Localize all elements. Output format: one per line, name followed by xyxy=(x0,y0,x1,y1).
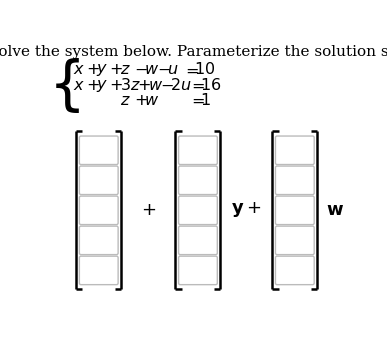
FancyBboxPatch shape xyxy=(276,256,314,285)
Text: $=$: $=$ xyxy=(188,77,205,94)
Text: $3z$: $3z$ xyxy=(120,77,140,94)
Text: $\mathbf{y}+$: $\mathbf{y}+$ xyxy=(231,200,261,219)
Text: $\{$: $\{$ xyxy=(48,56,80,115)
Text: $+$: $+$ xyxy=(109,77,123,94)
Text: Solve the system below. Parameterize the solution set.: Solve the system below. Parameterize the… xyxy=(0,45,387,59)
Text: $y$: $y$ xyxy=(96,77,108,94)
Text: $1$: $1$ xyxy=(200,92,210,109)
Text: $+$: $+$ xyxy=(86,77,99,94)
Text: $+$: $+$ xyxy=(141,201,156,219)
Text: $x$: $x$ xyxy=(73,61,85,78)
Text: $+$: $+$ xyxy=(109,61,123,78)
Text: $2u$: $2u$ xyxy=(170,77,192,94)
Text: $w$: $w$ xyxy=(144,92,159,109)
FancyBboxPatch shape xyxy=(79,196,118,224)
FancyBboxPatch shape xyxy=(178,136,217,165)
Text: $+$: $+$ xyxy=(86,61,99,78)
FancyBboxPatch shape xyxy=(79,136,118,165)
FancyBboxPatch shape xyxy=(178,256,217,285)
FancyBboxPatch shape xyxy=(178,196,217,224)
Text: $\mathbf{w}$: $\mathbf{w}$ xyxy=(326,201,344,219)
Text: $-$: $-$ xyxy=(160,77,174,94)
FancyBboxPatch shape xyxy=(178,226,217,255)
Text: $z$: $z$ xyxy=(120,61,130,78)
Text: $+$: $+$ xyxy=(134,92,147,109)
Text: $16$: $16$ xyxy=(200,77,221,94)
Text: $=$: $=$ xyxy=(182,61,199,78)
FancyBboxPatch shape xyxy=(79,256,118,285)
FancyBboxPatch shape xyxy=(178,166,217,195)
FancyBboxPatch shape xyxy=(276,166,314,195)
Text: $w$: $w$ xyxy=(147,77,163,94)
FancyBboxPatch shape xyxy=(79,226,118,255)
FancyBboxPatch shape xyxy=(276,226,314,255)
Text: $=$: $=$ xyxy=(188,92,205,109)
Text: $w$: $w$ xyxy=(144,61,159,78)
FancyBboxPatch shape xyxy=(276,136,314,165)
Text: $+$: $+$ xyxy=(137,77,151,94)
FancyBboxPatch shape xyxy=(276,196,314,224)
Text: $-$: $-$ xyxy=(157,61,171,78)
Text: $u$: $u$ xyxy=(167,61,178,78)
Text: $y$: $y$ xyxy=(96,61,108,78)
FancyBboxPatch shape xyxy=(79,166,118,195)
Text: $10$: $10$ xyxy=(194,61,215,78)
Text: $-$: $-$ xyxy=(134,61,147,78)
Text: $z$: $z$ xyxy=(120,92,130,109)
Text: $x$: $x$ xyxy=(73,77,85,94)
